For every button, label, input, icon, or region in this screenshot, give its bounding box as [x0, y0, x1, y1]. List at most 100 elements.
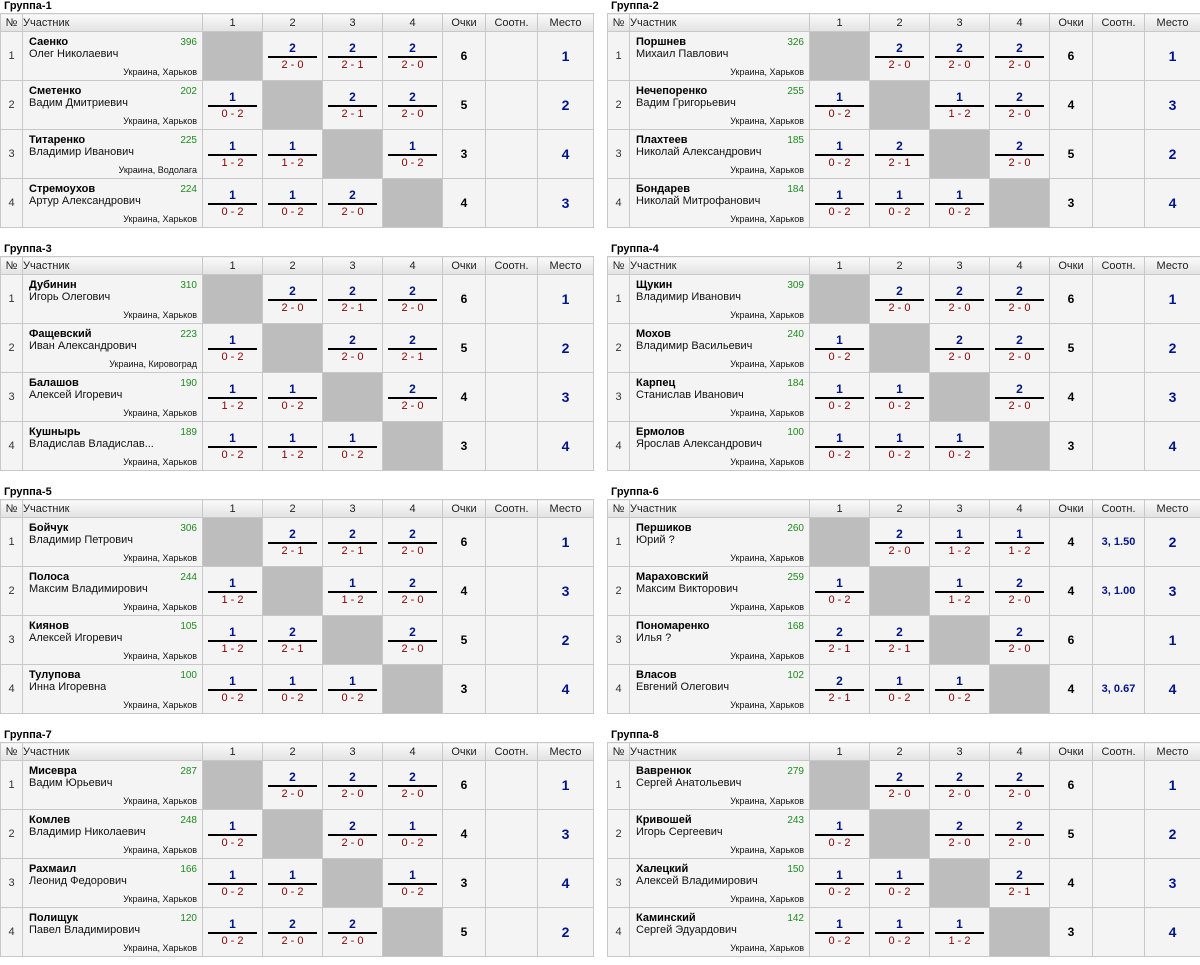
player-surname[interactable]: Тулупова	[29, 669, 81, 681]
player-surname[interactable]: Поршнев	[636, 36, 687, 48]
match-score: 2 - 0	[1008, 836, 1031, 849]
player-surname[interactable]: Стремоухов	[29, 183, 96, 195]
match-cell: 2 2 - 0	[262, 907, 323, 957]
player-surname[interactable]: Бойчук	[29, 522, 69, 534]
player-surname[interactable]: Власов	[636, 669, 677, 681]
match-cell: 2 2 - 0	[929, 274, 990, 324]
col-header-4: 4	[382, 742, 443, 761]
player-first-name: Иван Александрович	[29, 340, 137, 352]
player-surname[interactable]: Ермолов	[636, 426, 685, 438]
place-cell: 3	[1144, 372, 1200, 422]
self-match-cell	[929, 129, 990, 179]
place-cell: 3	[1144, 566, 1200, 616]
player-surname[interactable]: Карпец	[636, 377, 676, 389]
match-score: 2 - 0	[1008, 787, 1031, 800]
match-points: 2	[1016, 138, 1023, 153]
col-header-1: 1	[202, 742, 263, 761]
match-score: 1 - 2	[341, 593, 364, 606]
match-score: 2 - 1	[401, 350, 424, 363]
match-cell: 1 0 - 2	[202, 323, 263, 373]
match-points: 2	[896, 138, 903, 153]
group-table: Группа-6 № Участник 1 2 3 4 Очки Соотн. …	[607, 486, 1200, 714]
match-score: 0 - 2	[828, 836, 851, 849]
match-score: 2 - 0	[341, 787, 364, 800]
player-surname[interactable]: Мисевра	[29, 765, 77, 777]
match-points: 1	[409, 818, 416, 833]
col-header-num: №	[0, 256, 23, 275]
match-score: 1 - 2	[281, 448, 304, 461]
self-match-cell	[202, 31, 263, 81]
header-row: № Участник 1 2 3 4 Очки Соотн. Место	[607, 256, 1200, 275]
player-surname[interactable]: Полоса	[29, 571, 70, 583]
place-cell: 2	[1144, 129, 1200, 179]
player-rating: 168	[787, 621, 804, 632]
divider-line	[388, 590, 437, 593]
player-surname[interactable]: Нечепоренко	[636, 85, 708, 97]
ratio-cell	[485, 31, 538, 81]
player-surname[interactable]: Плахтеев	[636, 134, 688, 146]
player-surname[interactable]: Кушнырь	[29, 426, 81, 438]
player-surname[interactable]: Фащевский	[29, 328, 92, 340]
player-surname[interactable]: Балашов	[29, 377, 79, 389]
divider-line	[388, 541, 437, 544]
player-surname[interactable]: Халецкий	[636, 863, 689, 875]
col-header-points: Очки	[442, 742, 486, 761]
divider-line	[328, 931, 377, 934]
player-surname[interactable]: Мараховский	[636, 571, 709, 583]
match-cell: 1 0 - 2	[202, 421, 263, 471]
player-surname[interactable]: Титаренко	[29, 134, 86, 146]
ratio-cell	[485, 178, 538, 228]
table-row: 3 Карпец 184 Станислав Иванович Украина,…	[607, 372, 1200, 422]
player-location: Украина, Харьков	[123, 651, 197, 661]
player-surname[interactable]: Сметенко	[29, 85, 82, 97]
player-surname[interactable]: Мохов	[636, 328, 671, 340]
match-cell: 1 1 - 2	[202, 566, 263, 616]
player-surname[interactable]: Щукин	[636, 279, 673, 291]
match-points: 1	[409, 867, 416, 882]
match-points: 1	[349, 575, 356, 590]
player-surname[interactable]: Полищук	[29, 912, 79, 924]
player-surname[interactable]: Рахмаил	[29, 863, 77, 875]
points-cell: 4	[1049, 566, 1093, 616]
row-number: 3	[0, 615, 23, 665]
divider-line	[815, 202, 864, 205]
match-points: 1	[349, 673, 356, 688]
match-points: 2	[836, 624, 843, 639]
player-location: Украина, Харьков	[123, 796, 197, 806]
player-rating: 306	[180, 523, 197, 534]
self-match-cell	[262, 323, 323, 373]
match-cell: 2 2 - 0	[382, 760, 443, 810]
player-surname[interactable]: Комлев	[29, 814, 71, 826]
ratio-cell	[485, 372, 538, 422]
player-surname[interactable]: Киянов	[29, 620, 70, 632]
player-surname[interactable]: Дубинин	[29, 279, 77, 291]
match-score: 2 - 0	[948, 58, 971, 71]
self-match-cell	[322, 129, 383, 179]
player-rating: 225	[180, 135, 197, 146]
match-score: 0 - 2	[828, 156, 851, 169]
points-cell: 4	[1049, 664, 1093, 714]
match-score: 2 - 1	[341, 544, 364, 557]
match-points: 2	[409, 332, 416, 347]
player-first-name: Леонид Федорович	[29, 875, 127, 887]
self-match-cell	[202, 274, 263, 324]
player-surname[interactable]: Саенко	[29, 36, 69, 48]
player-surname[interactable]: Пономаренко	[636, 620, 710, 632]
match-cell: 1 0 - 2	[809, 566, 870, 616]
divider-line	[208, 153, 257, 156]
place-cell: 2	[537, 323, 594, 373]
points-cell: 5	[442, 80, 486, 130]
player-surname[interactable]: Першиков	[636, 522, 692, 534]
player-surname[interactable]: Каминский	[636, 912, 696, 924]
player-surname[interactable]: Вавренюк	[636, 765, 692, 777]
player-surname[interactable]: Бондарев	[636, 183, 690, 195]
match-cell: 2 2 - 0	[989, 31, 1050, 81]
table-row: 3 Рахмаил 166 Леонид Федорович Украина, …	[0, 858, 594, 908]
header-row: № Участник 1 2 3 4 Очки Соотн. Место	[0, 742, 594, 761]
player-surname[interactable]: Кривошей	[636, 814, 692, 826]
player-first-name: Владислав Владислав...	[29, 438, 154, 450]
match-cell: 2 2 - 0	[382, 80, 443, 130]
player-rating: 259	[787, 572, 804, 583]
col-header-3: 3	[322, 13, 383, 32]
divider-line	[268, 784, 317, 787]
